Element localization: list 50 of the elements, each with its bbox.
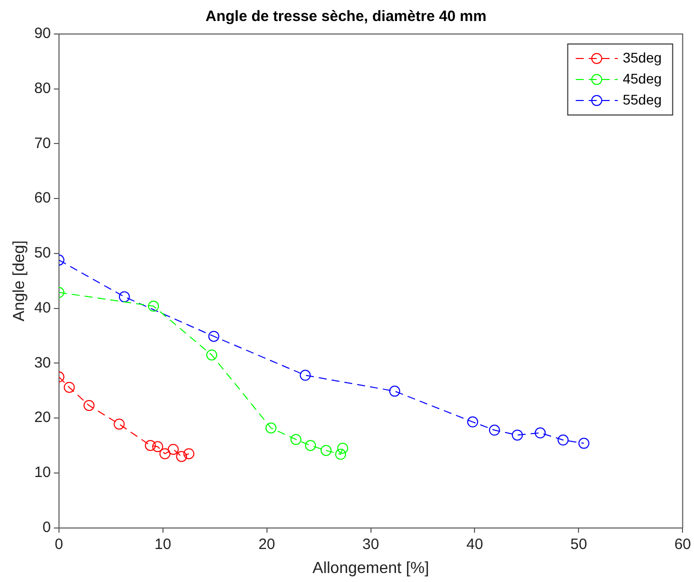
point xyxy=(64,382,75,393)
point xyxy=(335,448,346,460)
y-tick-label: 60 xyxy=(34,190,51,207)
point xyxy=(208,330,220,342)
point xyxy=(467,416,478,428)
y-tick-label: 90 xyxy=(34,25,51,42)
point xyxy=(558,434,569,446)
legend-label: 45deg xyxy=(622,70,662,86)
legend-label: 55deg xyxy=(622,91,662,108)
point xyxy=(578,438,590,449)
point xyxy=(488,424,500,436)
y-tick-label: 10 xyxy=(34,464,51,482)
y-tick-label: 20 xyxy=(34,409,51,426)
x-tick-label: 0 xyxy=(54,536,64,553)
point xyxy=(183,448,194,460)
point xyxy=(206,349,218,360)
y-tick-label: 30 xyxy=(34,354,51,372)
point xyxy=(389,386,400,397)
point xyxy=(320,444,332,456)
point xyxy=(152,441,164,452)
y-tick-label: 0 xyxy=(42,518,51,536)
point xyxy=(512,430,523,441)
y-tick-label: 80 xyxy=(34,80,51,98)
point xyxy=(304,440,316,451)
legend-label: 35deg xyxy=(622,49,662,66)
point xyxy=(148,300,159,312)
x-tick-label: 60 xyxy=(674,536,691,553)
point xyxy=(290,434,302,445)
point xyxy=(265,422,276,434)
y-axis-title: Angle [deg] xyxy=(11,240,28,322)
x-tick-label: 20 xyxy=(258,536,276,553)
point xyxy=(114,418,125,430)
x-tick-label: 30 xyxy=(362,536,380,553)
point xyxy=(84,400,95,411)
y-tick-label: 70 xyxy=(34,134,51,152)
y-tick-label: 50 xyxy=(34,244,51,262)
point xyxy=(144,440,156,451)
point xyxy=(300,370,311,381)
y-tick-label: 40 xyxy=(34,299,51,316)
point xyxy=(159,448,170,460)
point xyxy=(176,450,188,462)
x-tick-label: 40 xyxy=(466,536,484,553)
x-axis-title: Allongement [%] xyxy=(312,560,430,577)
point xyxy=(168,444,179,455)
x-tick-label: 50 xyxy=(570,536,588,553)
point xyxy=(118,291,130,302)
point xyxy=(337,442,348,454)
point xyxy=(534,427,546,438)
chart-title: Angle de tresse sèche, diamètre 40 mm xyxy=(206,8,486,26)
x-tick-label: 10 xyxy=(154,536,172,553)
